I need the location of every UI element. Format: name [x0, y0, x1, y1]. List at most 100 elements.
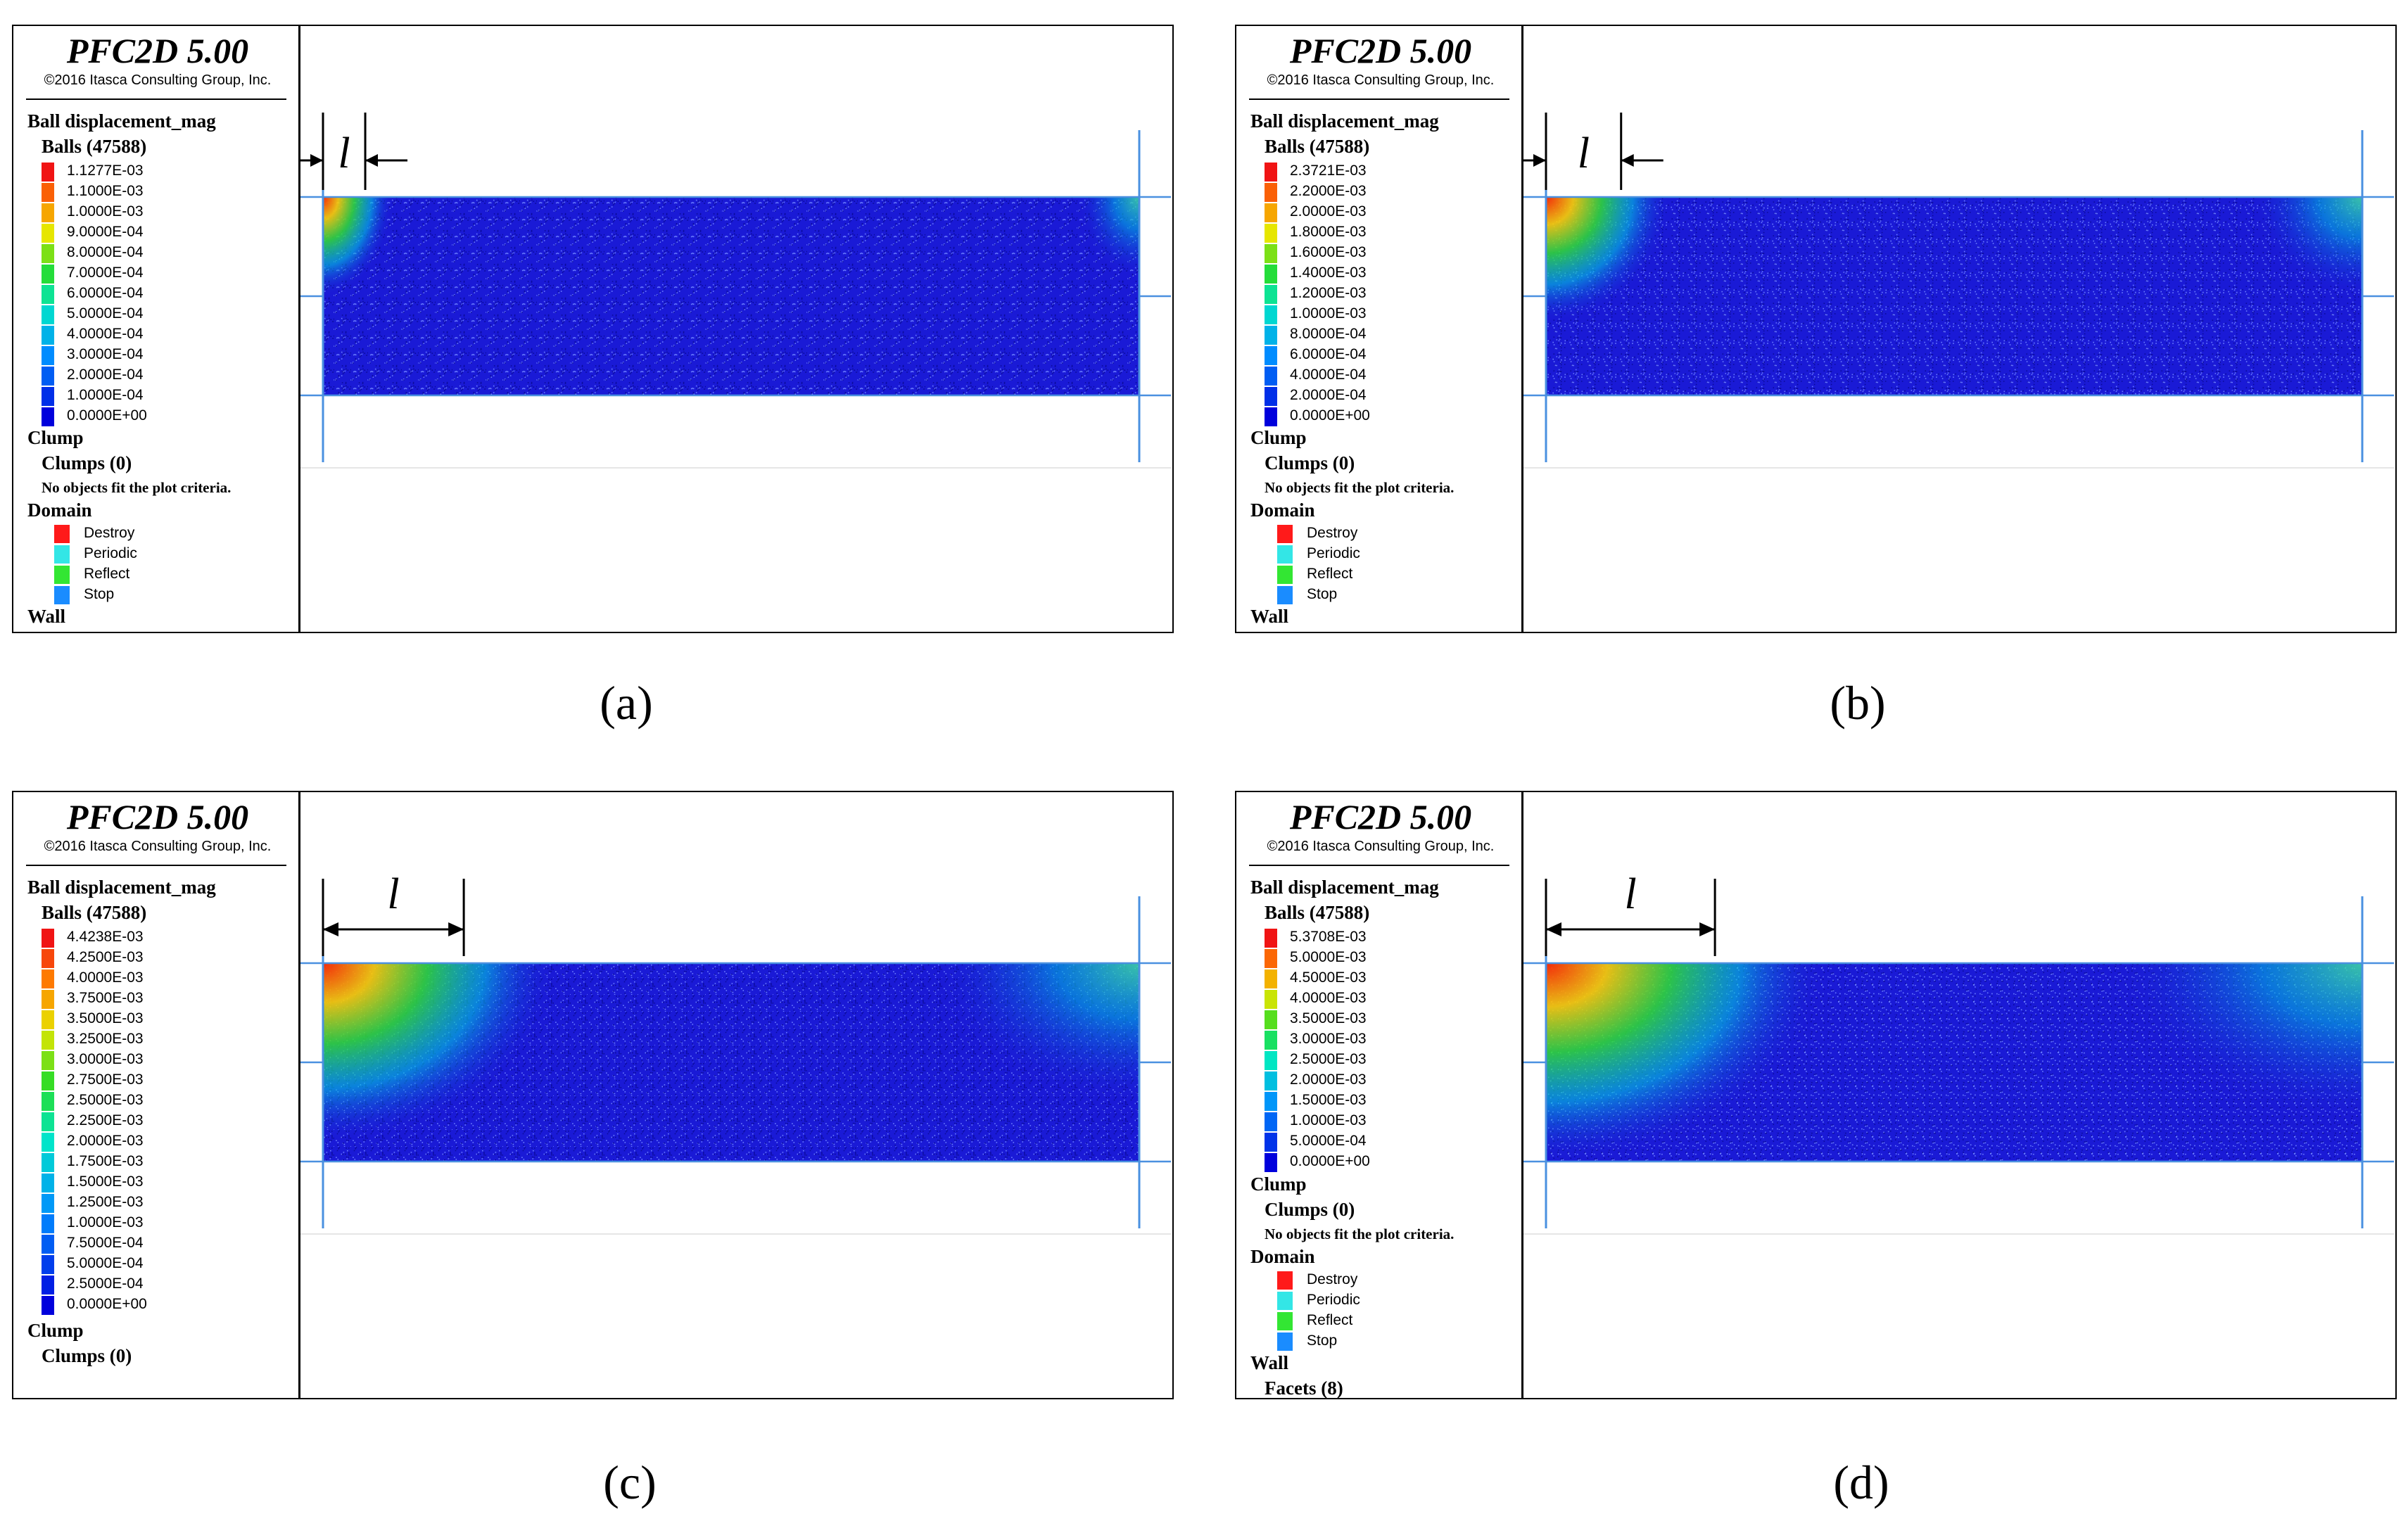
- legend-swatch: [42, 1031, 54, 1050]
- displacement-zone-right: [1077, 197, 1139, 279]
- domain-swatch: [54, 566, 70, 584]
- model-viewport: l: [1523, 791, 2397, 1399]
- clump-heading: Clump: [1250, 427, 1307, 448]
- divider: [1249, 865, 1509, 866]
- clump-heading: Clump: [27, 1320, 84, 1341]
- legend-swatch: [42, 1214, 54, 1233]
- legend-value: 4.5000E-03: [1290, 969, 1367, 986]
- displacement-zone-left: [1546, 197, 1671, 322]
- ball-displacement-heading: Ball displacement_mag: [27, 110, 216, 132]
- legend-swatch: [1265, 1031, 1277, 1050]
- legend-value: 2.0000E-04: [1290, 387, 1367, 403]
- displacement-zone-right: [2251, 197, 2362, 298]
- divider: [26, 865, 286, 866]
- legend-value: 1.1000E-03: [67, 183, 144, 199]
- legend-swatch: [1265, 305, 1277, 324]
- domain-label: Destroy: [1307, 1271, 1358, 1287]
- legend-value: 2.0000E-03: [1290, 1071, 1367, 1088]
- domain-swatch: [1277, 545, 1293, 564]
- legend-swatch: [42, 367, 54, 386]
- balls-heading: Balls (47588): [1265, 902, 1370, 923]
- legend-value: 1.4000E-03: [1290, 265, 1367, 281]
- legend-value: 6.0000E-04: [1290, 346, 1367, 362]
- domain-label: Stop: [1307, 1332, 1338, 1349]
- wall-heading: Wall: [1250, 1352, 1289, 1373]
- domain-label: Stop: [1307, 586, 1338, 602]
- copyright: ©2016 Itasca Consulting Group, Inc.: [44, 839, 272, 854]
- domain-heading: Domain: [1250, 500, 1315, 521]
- legend-swatch: [42, 244, 54, 263]
- divider: [1249, 98, 1509, 100]
- legend-swatch: [1265, 1133, 1277, 1152]
- domain-label: Periodic: [1307, 1292, 1360, 1308]
- legend-swatch: [1265, 1071, 1277, 1090]
- legend-swatch: [42, 1133, 54, 1152]
- legend-value: 1.5000E-03: [67, 1173, 144, 1190]
- legend-value: 4.0000E-04: [1290, 367, 1367, 383]
- legend-sidebar: PFC2D 5.00 ©2016 Itasca Consulting Group…: [12, 791, 300, 1399]
- legend-value: 2.0000E-03: [67, 1133, 144, 1149]
- legend-swatch: [42, 183, 54, 202]
- legend-swatch: [1265, 203, 1277, 222]
- displacement-zone-left: [323, 963, 556, 1143]
- displacement-zone-left: [323, 197, 393, 295]
- no-objects-note: No objects fit the plot criteria.: [42, 479, 232, 496]
- domain-swatch: [1277, 1271, 1293, 1290]
- legend-swatch: [42, 1235, 54, 1254]
- model-viewport: l: [300, 25, 1174, 633]
- legend-swatch: [1265, 387, 1277, 406]
- length-label: l: [1578, 129, 1590, 177]
- legend-value: 0.0000E+00: [1290, 1153, 1370, 1169]
- legend-swatch: [42, 1194, 54, 1213]
- legend-value: 4.0000E-04: [67, 326, 144, 342]
- length-indicator: l: [1523, 113, 1664, 190]
- ball-displacement-heading: Ball displacement_mag: [27, 877, 216, 898]
- legend-value: 4.2500E-03: [67, 949, 144, 965]
- legend-value: 4.0000E-03: [1290, 990, 1367, 1006]
- legend-value: 3.0000E-03: [67, 1051, 144, 1067]
- balls-heading: Balls (47588): [1265, 136, 1370, 157]
- legend-value: 1.0000E-03: [67, 203, 144, 220]
- legend-value: 8.0000E-04: [67, 244, 144, 260]
- domain-heading: Domain: [1250, 1246, 1315, 1267]
- particle-assembly: [323, 197, 1139, 395]
- legend-swatch: [1265, 1112, 1277, 1131]
- legend-value: 2.2500E-03: [67, 1112, 144, 1128]
- legend-value: 0.0000E+00: [67, 407, 147, 424]
- legend-swatch: [1265, 1092, 1277, 1111]
- copyright: ©2016 Itasca Consulting Group, Inc.: [44, 72, 272, 88]
- legend-value: 1.2500E-03: [67, 1194, 144, 1210]
- app-title: PFC2D 5.00: [66, 31, 249, 70]
- legend-value: 0.0000E+00: [1290, 407, 1370, 424]
- legend-value: 3.0000E-03: [1290, 1031, 1367, 1047]
- app-title: PFC2D 5.00: [1289, 797, 1472, 837]
- legend-value: 7.5000E-04: [67, 1235, 144, 1251]
- legend-swatch: [1265, 1010, 1277, 1029]
- panel-a: PFC2D 5.00 ©2016 Itasca Consulting Group…: [12, 25, 1174, 636]
- legend-value: 4.4238E-03: [67, 929, 144, 945]
- app-title: PFC2D 5.00: [66, 797, 249, 837]
- model-plot: l: [300, 870, 1171, 1235]
- legend-swatch: [42, 1092, 54, 1111]
- panel-c: PFC2D 5.00 ©2016 Itasca Consulting Group…: [12, 791, 1174, 1402]
- legend-swatch: [1265, 1153, 1277, 1172]
- legend-swatch: [42, 346, 54, 365]
- legend-value: 3.7500E-03: [67, 990, 144, 1006]
- legend-value: 5.0000E-04: [67, 1255, 144, 1271]
- legend-value: 1.7500E-03: [67, 1153, 144, 1169]
- domain-swatch: [54, 586, 70, 604]
- copyright: ©2016 Itasca Consulting Group, Inc.: [1267, 72, 1495, 88]
- no-objects-note: No objects fit the plot criteria.: [1265, 1226, 1455, 1242]
- clump-heading: Clump: [27, 427, 84, 448]
- legend-swatch: [42, 1051, 54, 1070]
- domain-swatch: [1277, 525, 1293, 543]
- ball-displacement-heading: Ball displacement_mag: [1250, 110, 1439, 132]
- legend-swatch: [42, 285, 54, 304]
- panel-b: PFC2D 5.00 ©2016 Itasca Consulting Group…: [1235, 25, 2397, 636]
- wall-heading: Wall: [27, 606, 66, 627]
- displacement-zone-right: [2112, 963, 2362, 1121]
- legend-swatch: [1265, 929, 1277, 948]
- length-label: l: [338, 129, 350, 177]
- legend-value: 1.0000E-03: [67, 1214, 144, 1230]
- domain-label: Destroy: [84, 525, 135, 541]
